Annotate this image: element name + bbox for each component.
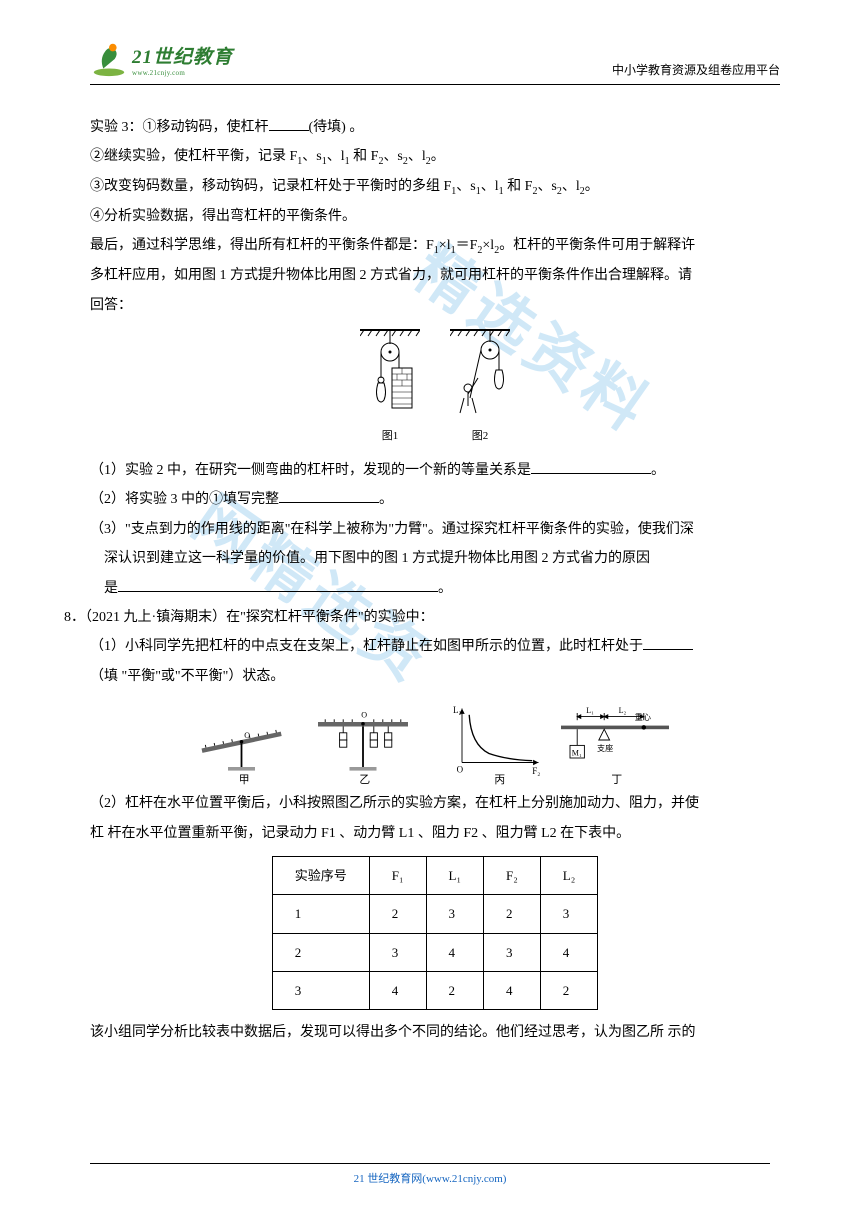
blank-q1 (531, 456, 651, 474)
sub-q3c: 是。 (104, 574, 780, 603)
pulley-diagrams: 图1 图2 (90, 328, 780, 448)
q8-part2b: 杠 杆在水平位置重新平衡，记录动力 F1 、动力臂 L1 、阻力 F2 、阻力臂… (90, 819, 780, 848)
data-table: 实验序号 F₁ L₁ F₂ L₂ 12323 23434 34242 (272, 856, 599, 1010)
content-body: 实验 3：①移动钩码，使杠杆(待填) 。 ②继续实验，使杠杆平衡，记录 F1、s… (90, 113, 780, 1048)
svg-text:O: O (457, 765, 464, 775)
logo-icon (90, 40, 128, 78)
logo-url-text: www.21cnjy.com (132, 69, 233, 77)
sub-q3a: （3）"支点到力的作用线的距离"在科学上被称为"力臂"。通过探究杠杆平衡条件的实… (90, 515, 780, 544)
svg-text:丙: 丙 (494, 774, 505, 785)
conclusion-1: 最后，通过科学思维，得出所有杠杆的平衡条件都是：F1×l1＝F2×l2。杠杆的平… (90, 231, 780, 261)
svg-text:L₁: L₁ (586, 706, 594, 715)
header-right-text: 中小学教育资源及组卷应用平台 (612, 61, 780, 78)
svg-text:M₁: M₁ (572, 748, 582, 757)
svg-text:O: O (244, 731, 250, 740)
conclusion-2: 多杠杆应用，如用图 1 方式提升物体比用图 2 方式省力，就可用杠杆的平衡条件作… (90, 261, 780, 290)
table-row: 34242 (272, 971, 598, 1009)
table-header: L₁ (426, 856, 483, 894)
q8-part3: 该小组同学分析比较表中数据后，发现可以得出多个不同的结论。他们经过思考，认为图乙… (90, 1018, 780, 1047)
q8-part1: （1）小科同学先把杠杆的中点支在支架上，杠杆静止在如图甲所示的位置，此时杠杆处于 (90, 632, 780, 661)
svg-text:O: O (361, 711, 367, 720)
svg-text:甲: 甲 (239, 774, 250, 785)
logo-text: 21世纪教育 www.21cnjy.com (132, 42, 233, 77)
table-row: 23434 (272, 933, 598, 971)
sub-q1: （1）实验 2 中，在研究一侧弯曲的杠杆时，发现的一个新的等量关系是。 (90, 456, 780, 485)
blank-q2 (279, 485, 379, 503)
table-header-row: 实验序号 F₁ L₁ F₂ L₂ (272, 856, 598, 894)
table-row: 12323 (272, 895, 598, 933)
fig1-label: 图1 (382, 425, 399, 448)
page-footer: 21 世纪教育网(www.21cnjy.com) (90, 1163, 770, 1186)
svg-text:支座: 支座 (597, 743, 613, 753)
sub-q2: （2）将实验 3 中的①填写完整。 (90, 485, 780, 514)
exp3-step2: ②继续实验，使杠杆平衡，记录 F1、s1、l1 和 F2、s2、l2。 (90, 142, 780, 172)
blank-q3 (118, 574, 438, 592)
exp3-step3: ③改变钩码数量，移动钩码，记录杠杆处于平衡时的多组 F1、s1、l1 和 F2、… (90, 172, 780, 202)
question-8: 8．（2021 九上·镇海期末）在"探究杠杆平衡条件"的实验中： (90, 603, 780, 632)
exp3-step1: 实验 3：①移动钩码，使杠杆(待填) 。 (90, 113, 780, 142)
q8-part1b: （填 "平衡"或"不平衡"）状态。 (90, 662, 780, 691)
page-header: 21世纪教育 www.21cnjy.com 中小学教育资源及组卷应用平台 (90, 40, 780, 85)
logo-main-text: 21世纪教育 (132, 42, 233, 69)
svg-text:乙: 乙 (359, 774, 370, 785)
svg-text:F₂: F₂ (532, 766, 540, 776)
blank-q8-1 (643, 632, 693, 650)
q8-number: 8． (64, 610, 85, 625)
svg-text:L₂: L₂ (453, 705, 462, 715)
sub-q3b: 深认识到建立这一科学量的价值。用下图中的图 1 方式提升物体比用图 2 方式省力… (104, 544, 780, 573)
table-header: F₂ (484, 856, 541, 894)
experiment-figures: O 甲 O 乙 L₂ F₂ O (190, 695, 680, 785)
exp3-step4: ④分析实验数据，得出弯杠杆的平衡条件。 (90, 202, 780, 231)
table-header: L₂ (540, 856, 597, 894)
fig2-label: 图2 (472, 425, 489, 448)
conclusion-3: 回答： (90, 291, 780, 320)
svg-text:L₂: L₂ (619, 706, 627, 715)
pulley-fig1: 图1 (360, 328, 420, 448)
table-header: F₁ (369, 856, 426, 894)
svg-text:丁: 丁 (611, 774, 622, 785)
pulley-fig2: 图2 (450, 328, 510, 448)
q8-part2a: （2）杠杆在水平位置平衡后，小科按照图乙所示的实验方案，在杠杆上分别施加动力、阻… (90, 789, 780, 818)
table-header: 实验序号 (272, 856, 369, 894)
logo-area: 21世纪教育 www.21cnjy.com (90, 40, 233, 78)
blank-1 (269, 113, 309, 131)
